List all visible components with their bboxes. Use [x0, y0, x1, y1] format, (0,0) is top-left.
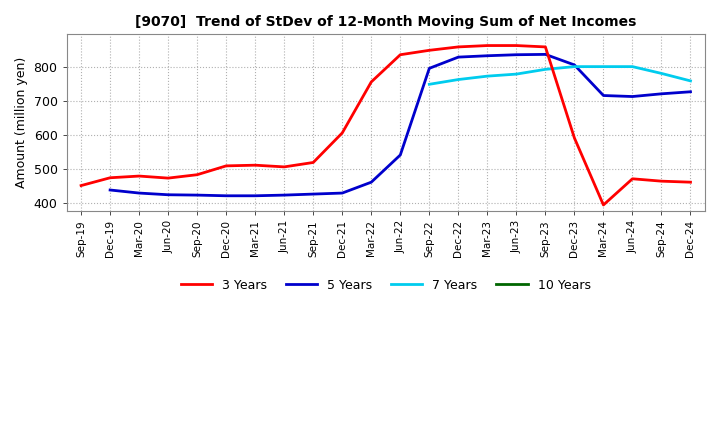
Title: [9070]  Trend of StDev of 12-Month Moving Sum of Net Incomes: [9070] Trend of StDev of 12-Month Moving… [135, 15, 636, 29]
Legend: 3 Years, 5 Years, 7 Years, 10 Years: 3 Years, 5 Years, 7 Years, 10 Years [176, 274, 595, 297]
Y-axis label: Amount (million yen): Amount (million yen) [15, 57, 28, 188]
